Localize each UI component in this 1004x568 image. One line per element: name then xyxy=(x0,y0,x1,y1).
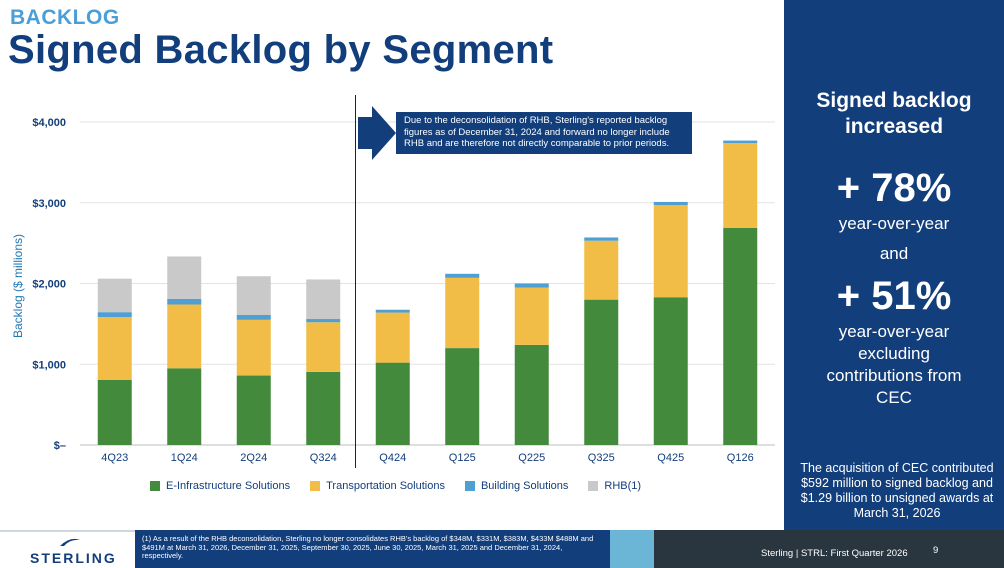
panel-heading-line2: increased xyxy=(844,115,944,138)
legend-item-building: Building Solutions xyxy=(464,480,569,492)
bar-segment-0-2 xyxy=(97,312,132,318)
bar-segment-4-2 xyxy=(375,309,410,313)
footer-info: Sterling | STRL: First Quarter 2026 9 xyxy=(654,530,1004,568)
legend-label: RHB(1) xyxy=(604,480,642,492)
x-tick-label: 4Q23 xyxy=(101,452,128,464)
stat-yoy-caption: year-over-year xyxy=(838,214,950,233)
caption-line: year-over-year xyxy=(838,322,950,341)
bar-segment-2-3 xyxy=(236,276,271,315)
bar-segment-2-2 xyxy=(236,314,271,320)
bar-segment-5-1 xyxy=(445,277,480,349)
x-tick-label: 2Q24 xyxy=(240,452,267,464)
cec-footnote: The acquisition of CEC contributed $592 … xyxy=(800,461,994,520)
legend-swatch xyxy=(310,481,321,491)
bar-segment-3-1 xyxy=(306,322,341,372)
bar-segment-4-1 xyxy=(375,312,410,363)
bar-segment-0-0 xyxy=(97,379,132,445)
x-tick-label: Q425 xyxy=(657,452,684,464)
y-tick-label: $3,000 xyxy=(32,198,66,210)
bar-segment-0-1 xyxy=(97,317,132,380)
legend-item-e-infrastructure: E-Infrastructure Solutions xyxy=(150,480,290,492)
bar-segment-1-2 xyxy=(167,298,202,305)
bar-segment-8-2 xyxy=(653,201,688,206)
bar-segment-1-1 xyxy=(167,304,202,369)
bar-segment-6-2 xyxy=(514,283,549,288)
backlog-chart: 4Q23 1Q24 2Q24 Q324 Q424 Q125 Q225 Q325 Q425 Q126… xyxy=(11,95,775,468)
bar-segment-9-1 xyxy=(723,142,758,228)
bar-segment-6-0 xyxy=(514,344,549,445)
legend-item-transportation: Transportation Solutions xyxy=(310,480,445,492)
bar-segment-7-2 xyxy=(584,237,619,241)
y-tick-label: $1,000 xyxy=(32,359,66,371)
bar-segment-9-0 xyxy=(723,227,758,445)
x-tick-label: Q225 xyxy=(518,452,545,464)
arrow-right-icon xyxy=(358,106,396,160)
y-tick-label: $– xyxy=(54,440,66,452)
bar-segment-7-1 xyxy=(584,240,619,300)
caption-line: excluding xyxy=(858,344,930,363)
bar-segment-3-2 xyxy=(306,319,341,323)
page-number: 9 xyxy=(933,545,939,556)
bar-segment-2-1 xyxy=(236,319,271,376)
bar-segment-5-0 xyxy=(445,348,480,445)
x-tick-label: Q126 xyxy=(727,452,754,464)
bar-segment-3-0 xyxy=(306,371,341,445)
bar-segment-2-0 xyxy=(236,375,271,445)
bar-segment-8-1 xyxy=(653,205,688,298)
chart-legend: E-Infrastructure Solutions Transportatio… xyxy=(150,478,661,494)
footer-company: Sterling | STRL: First Quarter 2026 xyxy=(761,548,908,559)
bar-segment-0-3 xyxy=(97,278,132,313)
bar-segment-4-0 xyxy=(375,362,410,445)
bar-segment-7-0 xyxy=(584,299,619,445)
bar-segment-8-0 xyxy=(653,297,688,445)
caption-line: contributions from xyxy=(826,366,962,385)
summary-panel: Signed backlog increased + 78% year-over… xyxy=(784,0,1004,530)
bar-segment-6-1 xyxy=(514,287,549,345)
x-tick-label: Q125 xyxy=(449,452,476,464)
bar-segment-1-0 xyxy=(167,368,202,445)
legend-label: Building Solutions xyxy=(480,480,569,492)
panel-heading-line1: Signed backlog xyxy=(816,89,972,112)
legend-swatch xyxy=(464,481,475,491)
stat-yoy-ex-cec: + 51% xyxy=(836,274,952,318)
footer-footnote-box: (1) As a result of the RHB deconsolidati… xyxy=(135,530,610,568)
footer-footnote: (1) As a result of the RHB deconsolidati… xyxy=(142,534,594,561)
panel-heading: Signed backlog increased xyxy=(784,88,1004,140)
footer-accent xyxy=(610,530,654,568)
page-title: Signed Backlog by Segment xyxy=(8,28,554,72)
bar-segment-3-3 xyxy=(306,279,341,320)
bar-segment-1-3 xyxy=(167,256,202,299)
legend-swatch xyxy=(588,481,599,491)
y-axis-label: Backlog ($ millions) xyxy=(11,234,25,338)
x-tick-label: Q324 xyxy=(310,452,337,464)
legend-label: E-Infrastructure Solutions xyxy=(166,480,291,492)
footer-bar: STERLING (1) As a result of the RHB deco… xyxy=(0,530,1004,568)
y-tick-label: $2,000 xyxy=(32,279,66,291)
stat-yoy: + 78% xyxy=(836,166,952,210)
sterling-logo-icon xyxy=(60,538,80,546)
section-kicker: BACKLOG xyxy=(10,6,120,29)
legend-label: Transportation Solutions xyxy=(326,480,445,492)
x-tick-label: 1Q24 xyxy=(171,452,198,464)
y-tick-label: $4,000 xyxy=(32,117,66,129)
logo: STERLING xyxy=(0,530,135,568)
legend-item-rhb: RHB(1) xyxy=(588,480,641,492)
x-tick-label: Q424 xyxy=(379,452,406,464)
bar-segment-5-2 xyxy=(445,273,480,278)
stat-ex-cec-caption: year-over-year excluding contributions f… xyxy=(784,321,1004,409)
bar-segment-9-2 xyxy=(723,140,758,143)
deconsolidation-annotation: Due to the deconsolidation of RHB, Sterl… xyxy=(396,112,692,154)
logo-text: STERLING xyxy=(30,550,117,566)
x-tick-label: Q325 xyxy=(588,452,615,464)
caption-line: CEC xyxy=(876,388,912,407)
connector-text: and xyxy=(879,244,909,263)
legend-swatch xyxy=(150,481,160,491)
